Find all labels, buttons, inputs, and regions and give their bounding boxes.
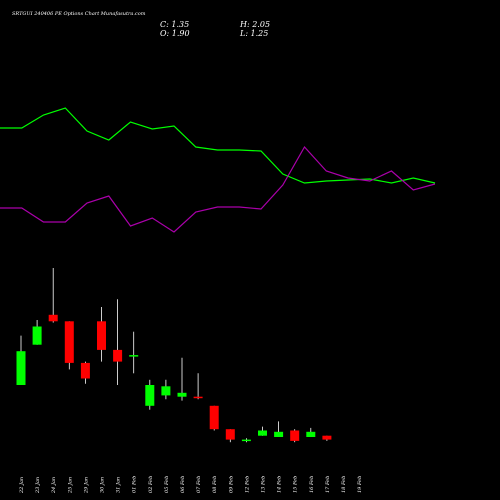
open-readout: O: 1.90 (160, 29, 190, 38)
x-tick-label: 13 Feb (261, 476, 267, 493)
x-tick-label: 12 Feb (244, 476, 250, 493)
x-tick-label: 02 Feb (148, 476, 154, 493)
x-tick-label: 16 Feb (309, 476, 315, 493)
candle (274, 421, 284, 437)
x-axis-ticks: 22 Jan 23 Jan 24 Jan 25 Jan 29 Jan 30 Jan 31 J… (19, 476, 363, 494)
candle (16, 335, 26, 385)
x-tick-label: 18 Feb (341, 476, 347, 493)
candle-body (177, 392, 187, 397)
candle (290, 429, 300, 443)
candle (113, 299, 123, 385)
candle-body (129, 355, 139, 357)
candle-body (80, 362, 90, 379)
overlay-line-1 (0, 107, 436, 184)
candle (145, 379, 155, 410)
candle (258, 426, 267, 436)
x-tick-label: 01 Feb (132, 476, 138, 493)
candle-body (290, 430, 300, 441)
candle (80, 361, 90, 384)
x-tick-label: 08 Feb (212, 476, 218, 493)
x-tick-label: 23 Jan (35, 477, 41, 494)
low-readout: L: 1.25 (239, 29, 268, 38)
x-tick-label: 14 Feb (277, 476, 283, 493)
candle (32, 320, 42, 345)
x-tick-label: 07 Feb (196, 476, 202, 493)
overlay-line-2 (0, 145, 436, 233)
candle-body (209, 405, 219, 430)
candle (193, 373, 203, 400)
candle (161, 379, 171, 400)
high-readout: H: 2.05 (239, 20, 270, 29)
candle-body (161, 386, 171, 396)
candle-body (97, 321, 106, 350)
candle (64, 321, 74, 370)
x-tick-label: 06 Feb (180, 476, 186, 493)
candles (16, 268, 332, 443)
x-tick-label: 24 Jan (51, 477, 57, 494)
candle-body (225, 429, 235, 440)
x-tick-label: 19 Feb (357, 476, 363, 493)
candle (209, 405, 219, 431)
candle-body (113, 349, 123, 362)
candle-body (193, 396, 203, 399)
candle (306, 427, 316, 437)
x-tick-label: 31 Jan (116, 477, 122, 493)
x-tick-label: 15 Feb (293, 476, 299, 493)
candle (177, 357, 187, 401)
x-tick-label: 09 Feb (228, 476, 234, 493)
candle-body (16, 351, 26, 385)
candle-body (241, 439, 251, 442)
close-readout: C: 1.35 (160, 20, 189, 29)
candle-body (258, 430, 267, 436)
candle-body (145, 385, 155, 406)
candle (129, 331, 139, 374)
candle-body (306, 431, 316, 437)
candle-body (322, 435, 332, 440)
x-tick-label: 29 Jan (83, 477, 89, 494)
candle-body (274, 431, 284, 437)
chart-title: SRTGUI 240406 PE Options Chart Munafasut… (12, 11, 146, 17)
candle (322, 435, 332, 441)
x-tick-label: 22 Jan (19, 477, 25, 494)
x-tick-label: 05 Feb (164, 476, 170, 493)
x-tick-label: 30 Jan (100, 477, 106, 493)
candle-body (64, 321, 74, 363)
candle (241, 438, 251, 443)
candle (225, 429, 235, 443)
candle-body (48, 314, 58, 322)
candle (97, 307, 106, 362)
candle (48, 268, 58, 323)
candle-body (32, 326, 42, 345)
overlay-lines (0, 107, 436, 233)
x-tick-label: 25 Jan (67, 477, 73, 494)
x-tick-label: 17 Feb (325, 476, 331, 493)
